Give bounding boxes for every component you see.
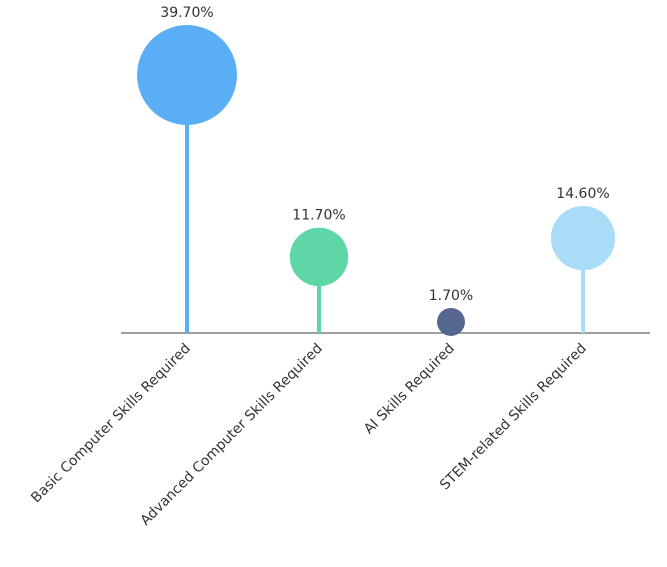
x-tick-label: Basic Computer Skills Required [28, 341, 194, 507]
value-label: 14.60% [556, 186, 609, 202]
bubble [550, 206, 616, 271]
bubble [437, 307, 465, 336]
value-label: 11.70% [292, 208, 345, 224]
x-tick-label: AI Skills Required [361, 341, 458, 438]
value-label: 39.70% [160, 5, 213, 21]
x-tick-label: STEM-related Skills Required [437, 341, 590, 494]
value-label: 1.70% [429, 288, 473, 304]
bubble [289, 227, 349, 287]
bubble [137, 25, 237, 125]
